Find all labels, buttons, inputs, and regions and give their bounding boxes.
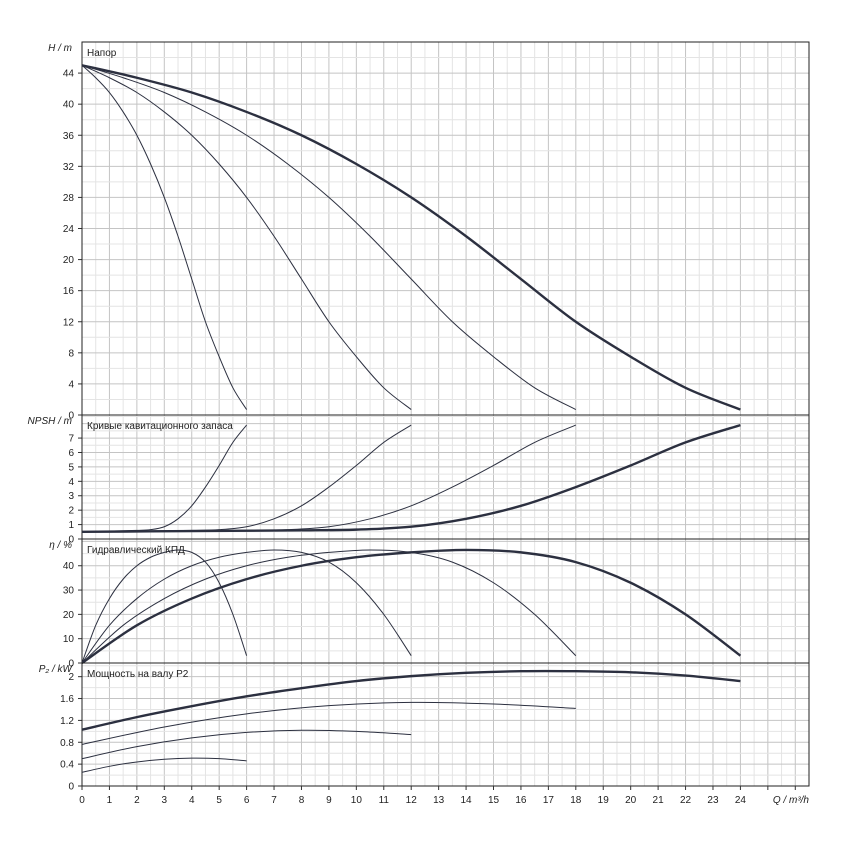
x-tick-label: 17 <box>543 795 555 806</box>
y-tick-label: 24 <box>63 224 75 235</box>
series-line-0 <box>81 549 248 664</box>
x-tick-label: 18 <box>570 795 582 806</box>
x-tick-label: 16 <box>515 795 527 806</box>
panel-2: 0 10 20 30 40 Гидравлический КПД η / % <box>49 538 810 670</box>
x-tick-label: 7 <box>271 795 277 806</box>
x-tick-label: 10 <box>351 795 363 806</box>
y-tick-label: 0.4 <box>60 760 74 771</box>
x-tick-label: 19 <box>598 795 610 806</box>
panel-0: 0 4 8 12 16 20 24 28 32 36 40 44 Напор H / m <box>48 41 810 422</box>
x-tick-label: 15 <box>488 795 500 806</box>
x-tick-label: 21 <box>653 795 665 806</box>
y-tick-label: 0 <box>68 782 74 793</box>
y-tick-label: 4 <box>68 379 74 390</box>
x-tick-label: 2 <box>134 795 140 806</box>
y-axis-label: η / % <box>49 540 72 551</box>
y-tick-label: 2 <box>68 506 74 517</box>
series-line-1 <box>81 729 412 760</box>
panel-title: Мощность на валу P2 <box>87 669 189 680</box>
series-line-3 <box>81 669 741 731</box>
y-tick-label: 0 <box>68 535 74 546</box>
series-line-2 <box>81 701 576 745</box>
x-tick-label: 4 <box>189 795 195 806</box>
y-tick-label: 0.8 <box>60 738 74 749</box>
series-line-3 <box>81 423 741 533</box>
panel-title: Напор <box>87 48 117 59</box>
x-tick-label: 24 <box>735 795 747 806</box>
x-tick-label: 6 <box>244 795 250 806</box>
y-tick-label: 1.2 <box>60 716 74 727</box>
y-tick-label: 28 <box>63 193 75 204</box>
panel-frame <box>81 662 810 787</box>
x-tick-label: 8 <box>299 795 305 806</box>
y-tick-label: 5 <box>68 462 74 473</box>
y-tick-label: 7 <box>68 434 74 445</box>
y-tick-label: 12 <box>63 317 75 328</box>
y-tick-label: 40 <box>63 561 75 572</box>
series-line-2 <box>81 64 577 411</box>
series-line-2 <box>81 549 577 664</box>
y-tick-label: 1.6 <box>60 694 74 705</box>
series-line-1 <box>81 549 412 664</box>
x-tick-label: 1 <box>107 795 113 806</box>
x-tick-label: 23 <box>707 795 719 806</box>
x-tick-label: 14 <box>461 795 473 806</box>
x-tick-label: 20 <box>625 795 637 806</box>
y-tick-label: 32 <box>63 162 75 173</box>
y-axis-label: H / m <box>48 43 72 54</box>
panel-frame <box>81 538 810 664</box>
x-tick-label: 11 <box>379 795 390 806</box>
panel-title: Гидравлический КПД <box>87 545 185 556</box>
series-line-0 <box>81 64 248 410</box>
y-tick-label: 3 <box>68 491 74 502</box>
x-tick-label: 9 <box>326 795 332 806</box>
y-tick-label: 2 <box>68 672 74 683</box>
y-tick-label: 16 <box>63 286 75 297</box>
x-tick-label: 0 <box>79 795 85 806</box>
series-line-1 <box>81 64 412 410</box>
series-line-3 <box>81 64 741 411</box>
y-axis-label: NPSH / m <box>28 416 72 427</box>
y-tick-label: 30 <box>63 586 75 597</box>
y-tick-label: 0 <box>68 411 74 422</box>
panel-title: Кривые кавитационного запаса <box>87 421 233 432</box>
y-axis-label: P₂ / kW <box>39 664 74 675</box>
x-tick-label: 12 <box>406 795 418 806</box>
y-tick-label: 40 <box>63 100 75 111</box>
y-tick-label: 20 <box>63 255 75 266</box>
y-tick-label: 44 <box>63 69 75 80</box>
y-tick-label: 4 <box>68 477 74 488</box>
y-tick-label: 10 <box>63 634 75 645</box>
y-tick-label: 0 <box>68 659 74 670</box>
x-axis-label: Q / m³/h <box>773 795 810 806</box>
panel-3: 0 0.4 0.8 1.2 1.6 2 Мощность на валу P2 P₂ / kW <box>39 662 810 793</box>
panel-frame <box>81 414 810 540</box>
y-tick-label: 36 <box>63 131 75 142</box>
y-tick-label: 1 <box>68 520 74 531</box>
x-tick-label: 22 <box>680 795 692 806</box>
y-tick-label: 8 <box>68 348 74 359</box>
y-tick-label: 6 <box>68 448 74 459</box>
panel-1: 0 1 2 3 4 5 6 7 Кривые кавитационного запаса NPSH… <box>28 414 810 546</box>
x-tick-label: 13 <box>433 795 445 806</box>
x-tick-label: 5 <box>216 795 222 806</box>
y-tick-label: 20 <box>63 610 75 621</box>
series-line-3 <box>81 548 742 664</box>
series-line-0 <box>81 757 247 773</box>
x-tick-label: 3 <box>162 795 168 806</box>
